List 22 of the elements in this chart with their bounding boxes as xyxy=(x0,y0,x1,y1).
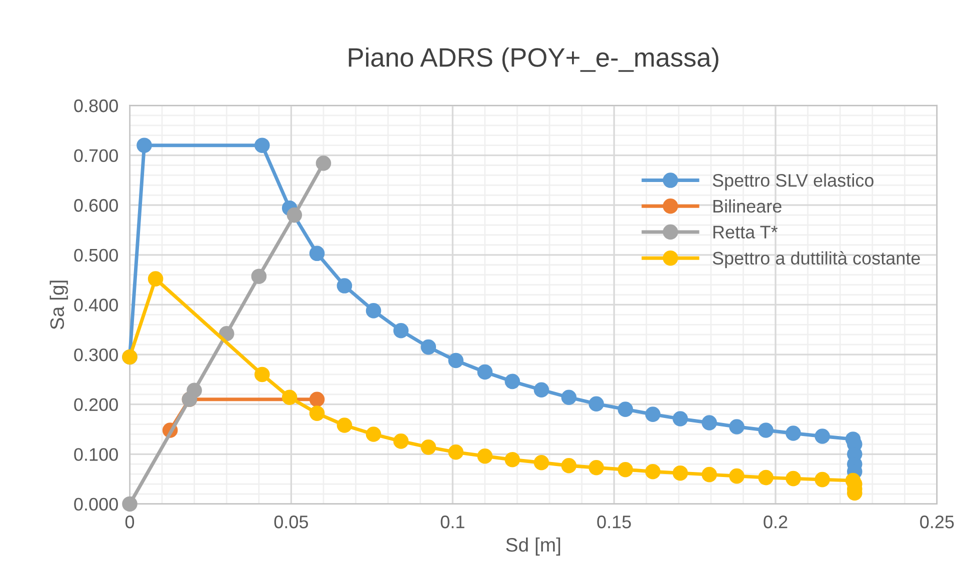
legend-label: Spettro SLV elastico xyxy=(712,174,874,190)
y-tick-label: 0.400 xyxy=(74,298,118,312)
legend-label: Spettro a duttilità costante xyxy=(712,251,920,268)
x-axis-title: Sd [m] xyxy=(506,537,560,556)
x-tick-label: 0.2 xyxy=(764,516,788,528)
y-tick-label: 0.100 xyxy=(74,448,118,461)
y-axis-title: Sa [g] xyxy=(50,280,68,330)
y-tick-label: 0.500 xyxy=(74,248,118,262)
y-tick-label: 0.200 xyxy=(74,398,118,412)
x-tick-label: 0.15 xyxy=(597,516,631,528)
y-tick-label: 0.600 xyxy=(74,199,118,212)
y-tick-label: 0.000 xyxy=(74,498,118,511)
legend-label: Retta T* xyxy=(713,226,778,239)
x-tick-label: 0.1 xyxy=(440,516,464,528)
x-tick-label: 0.05 xyxy=(274,516,308,528)
y-tick-label: 0.700 xyxy=(74,149,118,162)
y-tick-label: 0.800 xyxy=(74,99,118,112)
y-tick-label: 0.300 xyxy=(74,348,118,362)
chart-title: Piano ADRS (POY+_e-_massa) xyxy=(348,47,718,72)
legend-label: Bilineare xyxy=(713,199,782,213)
x-tick-label: 0 xyxy=(125,516,134,528)
x-tick-label: 0.25 xyxy=(920,516,954,528)
